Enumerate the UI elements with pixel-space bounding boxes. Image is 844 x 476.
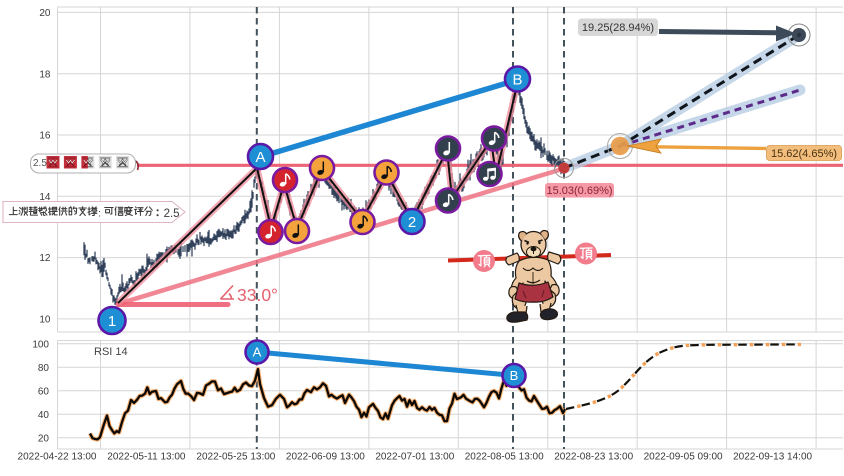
svg-text:2022-05-25 13:00: 2022-05-25 13:00 — [196, 452, 275, 463]
svg-text:80: 80 — [38, 363, 50, 374]
svg-text:2022-08-23 13:00: 2022-08-23 13:00 — [554, 452, 633, 463]
svg-text:A: A — [253, 345, 262, 360]
svg-text:2022-05-11 13:00: 2022-05-11 13:00 — [107, 452, 186, 463]
svg-text:15.03(0.69%): 15.03(0.69%) — [546, 185, 612, 197]
svg-text:14: 14 — [39, 192, 51, 203]
svg-text:60: 60 — [38, 386, 50, 397]
svg-text:2.5: 2.5 — [164, 208, 180, 220]
svg-text:2022-09-13 14:00: 2022-09-13 14:00 — [733, 452, 812, 463]
svg-text:33.0°: 33.0° — [237, 285, 278, 305]
svg-text:40: 40 — [38, 410, 50, 421]
svg-text:1: 1 — [108, 313, 116, 330]
svg-text:20: 20 — [39, 8, 51, 19]
svg-text:16: 16 — [39, 131, 51, 142]
svg-text:100: 100 — [32, 339, 49, 350]
svg-text:15.62(4.65%): 15.62(4.65%) — [771, 148, 837, 160]
svg-text:2022-08-05 13:00: 2022-08-05 13:00 — [465, 452, 544, 463]
svg-text:18: 18 — [39, 69, 51, 80]
svg-text::: : — [98, 207, 101, 219]
svg-text:2: 2 — [408, 214, 416, 231]
svg-text:RSI 14: RSI 14 — [94, 346, 128, 358]
svg-text:2022-09-05 09:00: 2022-09-05 09:00 — [644, 452, 723, 463]
svg-text:10: 10 — [39, 315, 51, 326]
svg-text:B: B — [512, 71, 522, 88]
svg-text:2.5: 2.5 — [33, 158, 47, 169]
svg-text:19.25(28.94%): 19.25(28.94%) — [582, 22, 654, 34]
svg-text:12: 12 — [39, 253, 51, 264]
svg-text:20: 20 — [38, 433, 50, 444]
svg-text:B: B — [510, 368, 519, 383]
svg-text:2022-04-22 13:00: 2022-04-22 13:00 — [18, 452, 97, 463]
svg-text:2022-07-01 13:00: 2022-07-01 13:00 — [375, 452, 454, 463]
svg-text:A: A — [255, 149, 265, 166]
svg-text:2022-06-09 13:00: 2022-06-09 13:00 — [286, 452, 365, 463]
